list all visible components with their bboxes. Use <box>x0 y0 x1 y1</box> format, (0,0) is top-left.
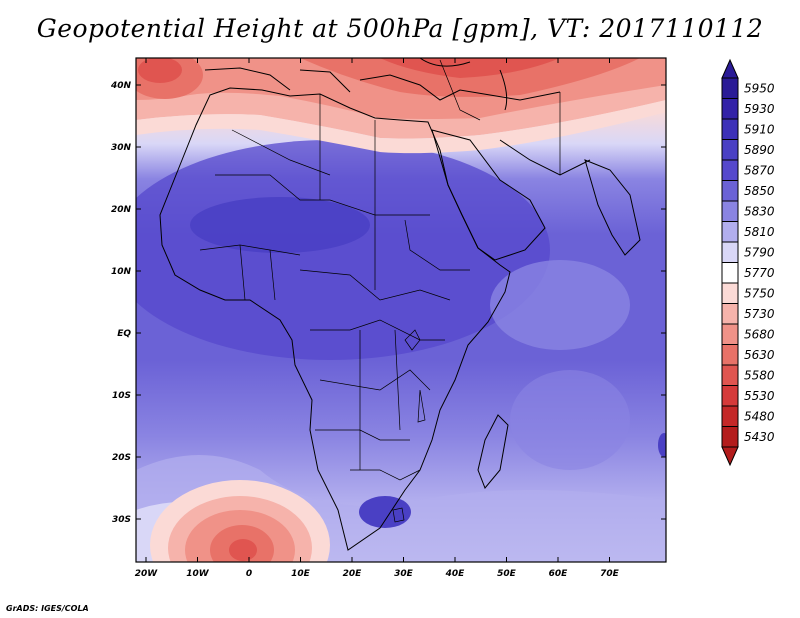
colorbar-label-5930: 5930 <box>744 102 775 116</box>
colorbar-label-5810: 5810 <box>744 225 775 239</box>
colorbar-label-5870: 5870 <box>744 163 775 177</box>
colorbar-label-5850: 5850 <box>744 184 775 198</box>
lat-label-20S: 20S <box>112 453 131 463</box>
colorbar-top-arrow <box>721 58 739 79</box>
colorbar-swatch-5950 <box>721 77 739 99</box>
map-title: Geopotential Height at 500hPa [gpm], VT:… <box>36 14 764 43</box>
colorbar-label-5580: 5580 <box>744 368 775 382</box>
colorbar-swatch-5790 <box>721 241 739 263</box>
colorbar-label-5730: 5730 <box>744 307 775 321</box>
lon-label-0: 0 <box>246 569 252 579</box>
colorbar-label-5480: 5480 <box>744 409 775 423</box>
colorbar-label-5790: 5790 <box>744 245 775 259</box>
lat-label-EQ: EQ <box>117 329 131 339</box>
lat-label-10N: 10N <box>111 267 132 277</box>
lon-label-10W: 10W <box>186 569 210 579</box>
lon-label-20E: 20E <box>343 569 363 579</box>
lon-label-20W: 20W <box>135 569 159 579</box>
lat-label-40N: 40N <box>110 81 132 91</box>
colorbar-swatch-5580 <box>721 364 739 386</box>
colorbar-swatch-5750 <box>721 282 739 304</box>
lat-label-30S: 30S <box>112 515 131 525</box>
lon-label-60E: 60E <box>549 569 569 579</box>
colorbar-label-5750: 5750 <box>744 286 775 300</box>
colorbar-swatch-5730 <box>721 303 739 325</box>
colorbar-swatch-5870 <box>721 159 739 181</box>
height-field <box>136 58 666 562</box>
lon-label-70E: 70E <box>600 569 620 579</box>
colorbar-label-5910: 5910 <box>744 122 775 136</box>
colorbar-label-5430: 5430 <box>744 430 775 444</box>
colorbar-label-5830: 5830 <box>744 204 775 218</box>
colorbar-label-5890: 5890 <box>744 143 775 157</box>
lakes <box>392 329 426 523</box>
colorbar-label-5770: 5770 <box>744 266 775 280</box>
colorbar-swatch-5810 <box>721 221 739 243</box>
coastlines <box>159 58 641 551</box>
colorbar-bottom-arrow <box>721 446 739 467</box>
credit-text: GrADS: IGES/COLA <box>6 604 89 613</box>
colorbar-swatch-5890 <box>721 139 739 161</box>
colorbar: 5950 5930 5910 5890 5870 5850 5830 5810 5790 5770… <box>721 58 775 467</box>
colorbar-label-5630: 5630 <box>744 348 775 362</box>
country-borders <box>199 59 561 481</box>
lat-label-30N: 30N <box>111 143 132 153</box>
colorbar-swatch-5850 <box>721 180 739 202</box>
lat-label-20N: 20N <box>111 205 132 215</box>
colorbar-label-5530: 5530 <box>744 389 775 403</box>
colorbar-swatch-5830 <box>721 200 739 222</box>
colorbar-label-5680: 5680 <box>744 327 775 341</box>
colorbar-label-5950: 5950 <box>744 81 775 95</box>
lon-axis-labels: 20W 10W 0 10E 20E 30E 40E 50E 60E 70E <box>135 569 620 579</box>
colorbar-swatch-5770 <box>721 262 739 284</box>
colorbar-swatch-5680 <box>721 323 739 345</box>
lon-label-10E: 10E <box>291 569 311 579</box>
colorbar-swatch-5910 <box>721 118 739 140</box>
lat-label-10S: 10S <box>112 391 131 401</box>
colorbar-swatch-5430 <box>721 426 739 448</box>
lat-ticks <box>136 84 666 520</box>
colorbar-swatch-5530 <box>721 385 739 407</box>
colorbar-swatch-5630 <box>721 344 739 366</box>
lat-axis-labels: 40N 30N 20N 10N EQ 10S 20S 30S <box>110 81 132 525</box>
lon-label-30E: 30E <box>394 569 414 579</box>
plot-frame <box>135 57 667 563</box>
lon-label-50E: 50E <box>497 569 517 579</box>
colorbar-swatch-5930 <box>721 98 739 120</box>
lon-ticks <box>145 58 610 562</box>
lon-label-40E: 40E <box>445 569 466 579</box>
colorbar-swatch-5480 <box>721 405 739 427</box>
